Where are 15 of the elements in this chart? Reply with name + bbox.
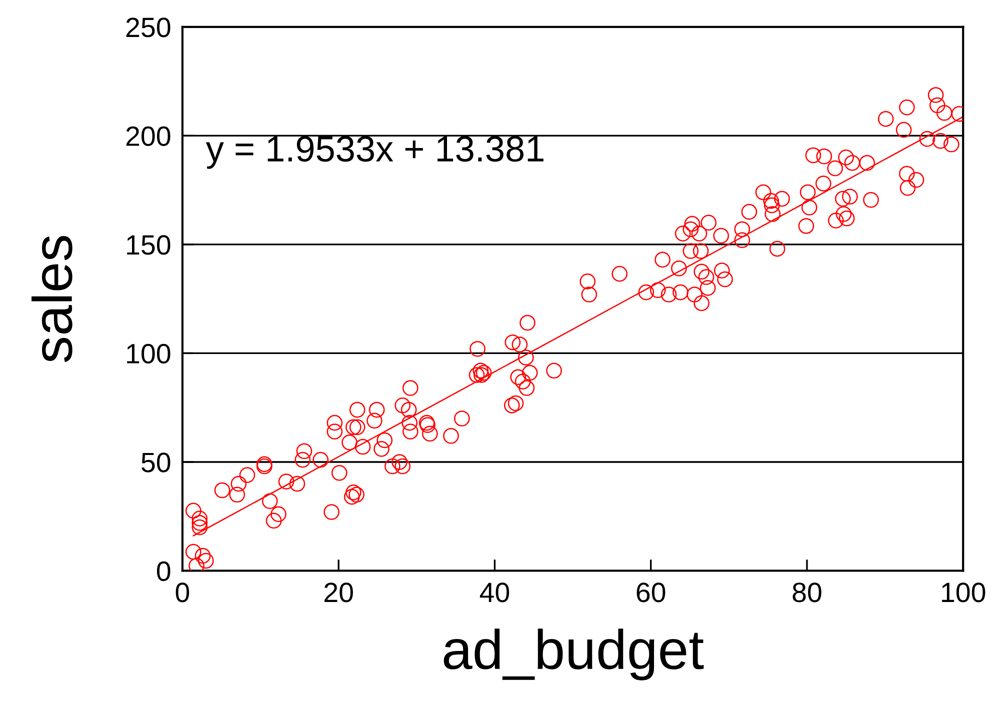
y-axis-title: sales <box>32 236 72 362</box>
y-tick-label: 250 <box>126 18 170 38</box>
y-tick-label: 50 <box>142 452 170 472</box>
y-tick-label: 150 <box>127 235 170 255</box>
annotation: y = 1.9533x + 13.381 <box>206 136 544 169</box>
x-tick-label: 100 <box>942 582 986 602</box>
x-tick-label: 80 <box>792 582 822 602</box>
x-tick-label: 40 <box>480 582 510 602</box>
x-tick-label: 20 <box>324 582 353 602</box>
x-tick-label: 60 <box>636 582 666 602</box>
y-tick-label: 200 <box>126 126 170 146</box>
y-tick-label: 100 <box>127 344 170 364</box>
x-axis-title: ad_budget <box>444 628 704 680</box>
x-tick-label: 0 <box>176 582 190 602</box>
y-tick-label: 0 <box>156 561 170 582</box>
